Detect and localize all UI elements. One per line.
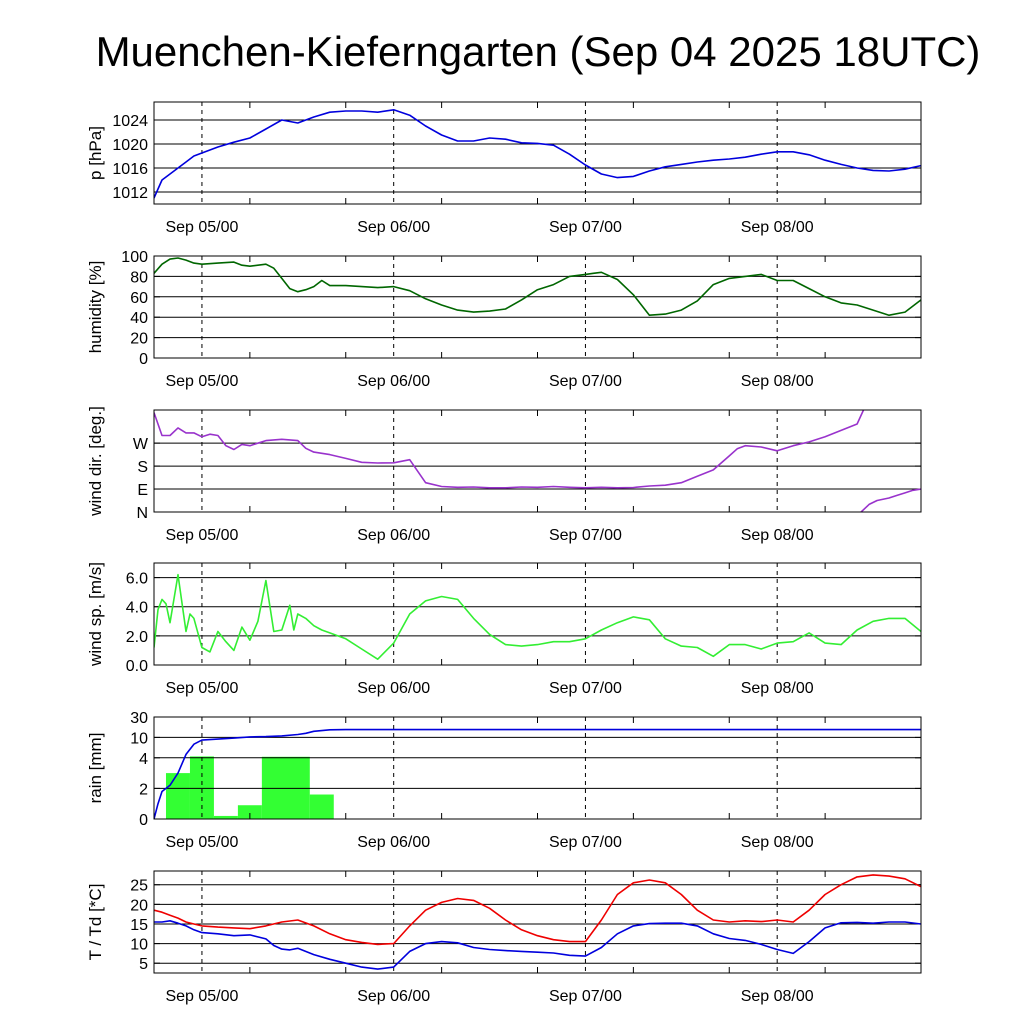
panel-5: 5 10 15 20 25 Sep 05/00 Sep 06/00 Sep 07/00 Sep … [86, 870, 922, 1005]
x-tick-label: Sep 05/00 [165, 373, 238, 390]
x-tick-label: Sep 07/00 [549, 373, 622, 390]
y-axis-label: T / Td [*C] [86, 884, 105, 961]
wind-dir-line [154, 410, 865, 489]
x-tick-label: Sep 08/00 [741, 219, 814, 236]
y-tick-label: W [133, 436, 149, 453]
y-tick-label: 0 [139, 812, 148, 829]
y-axis-label: wind dir. [deg.] [86, 406, 105, 517]
x-tick-label: Sep 07/00 [549, 680, 622, 697]
x-tick-label: Sep 05/00 [165, 527, 238, 544]
x-tick-label: Sep 07/00 [549, 219, 622, 236]
x-tick-label: Sep 06/00 [357, 219, 430, 236]
wind-speed-line [154, 573, 921, 661]
x-tick-label: Sep 07/00 [549, 834, 622, 851]
y-tick-label: 25 [130, 878, 148, 895]
y-tick-label: 2.0 [126, 629, 148, 646]
x-tick-label: Sep 05/00 [165, 680, 238, 697]
y-tick-label: 1020 [112, 137, 148, 154]
y-tick-label: 6.0 [126, 571, 148, 588]
panel-3: 0.0 2.0 4.0 6.0 Sep 05/00 Sep 06/00 Sep 07/00 S… [86, 562, 922, 697]
x-tick-label: Sep 05/00 [165, 988, 238, 1005]
plot-frame [153, 409, 922, 513]
y-axis-label: humidity [%] [86, 261, 105, 354]
y-tick-label: 2 [139, 781, 148, 798]
rain-bar [237, 805, 262, 819]
plot-frame [153, 716, 922, 820]
y-tick-label: 20 [130, 331, 148, 348]
x-tick-label: Sep 08/00 [741, 680, 814, 697]
chart-title: Muenchen-Kieferngarten (Sep 04 2025 18UT… [96, 28, 981, 75]
y-tick-label: 0.0 [126, 658, 148, 675]
plot-frame [153, 562, 922, 666]
x-tick-label: Sep 07/00 [549, 988, 622, 1005]
rain-bar [189, 756, 214, 819]
y-tick-label: 1012 [112, 185, 148, 202]
y-axis-label: wind sp. [m/s] [86, 562, 105, 667]
rain-bar [213, 815, 238, 819]
wind-dir-line [860, 488, 921, 512]
plot-frame [153, 255, 922, 359]
y-tick-label: 100 [121, 249, 148, 266]
humidity-line [154, 257, 921, 317]
y-tick-label: 0 [139, 351, 148, 368]
y-tick-label: 80 [130, 269, 148, 286]
plot-frame [153, 870, 922, 974]
y-axis-label: p [hPa] [86, 126, 105, 180]
pressure-line [154, 109, 921, 199]
y-tick-label: 60 [130, 290, 148, 307]
plot-frame [153, 101, 922, 205]
panel-1: 0 20 40 60 80 100 Sep 05/00 Sep 06/00 Sep 07/00 S… [86, 249, 922, 390]
dewpoint-line [154, 919, 921, 970]
y-tick-label: 5 [139, 956, 148, 973]
rain-bar [261, 756, 310, 819]
temperature-line [154, 874, 921, 946]
x-tick-label: Sep 07/00 [549, 527, 622, 544]
rain-cum-line [154, 728, 921, 819]
y-tick-label: 1016 [112, 161, 148, 178]
x-tick-label: Sep 05/00 [165, 834, 238, 851]
y-tick-label: 10 [130, 937, 148, 954]
x-tick-label: Sep 06/00 [357, 834, 430, 851]
x-tick-label: Sep 08/00 [741, 527, 814, 544]
y-axis-label: rain [mm] [86, 733, 105, 804]
y-tick-label: 30 [130, 710, 148, 727]
x-tick-label: Sep 06/00 [357, 680, 430, 697]
y-tick-label: 20 [130, 897, 148, 914]
y-tick-label: N [136, 505, 148, 522]
x-tick-label: Sep 05/00 [165, 219, 238, 236]
rain-bar [165, 773, 190, 819]
y-tick-label: 10 [130, 730, 148, 747]
panel-0: 1012 1016 1020 1024 Sep 05/00 Sep 06/00 Sep 07… [86, 101, 922, 236]
y-tick-label: 40 [130, 310, 148, 327]
x-tick-label: Sep 06/00 [357, 988, 430, 1005]
rain-bar [309, 794, 334, 819]
y-tick-label: 4 [139, 751, 148, 768]
y-tick-label: 4.0 [126, 600, 148, 617]
y-tick-label: 15 [130, 917, 148, 934]
x-tick-label: Sep 06/00 [357, 527, 430, 544]
x-tick-label: Sep 06/00 [357, 373, 430, 390]
y-tick-label: 1024 [112, 113, 148, 130]
y-tick-label: S [137, 459, 148, 476]
x-tick-label: Sep 08/00 [741, 834, 814, 851]
x-tick-label: Sep 08/00 [741, 988, 814, 1005]
x-tick-label: Sep 08/00 [741, 373, 814, 390]
y-tick-label: E [137, 482, 148, 499]
panel-4: 0 2 4 10 30 Sep 05/00 Sep 06/00 Sep 07/00 Sep 08… [86, 710, 922, 851]
